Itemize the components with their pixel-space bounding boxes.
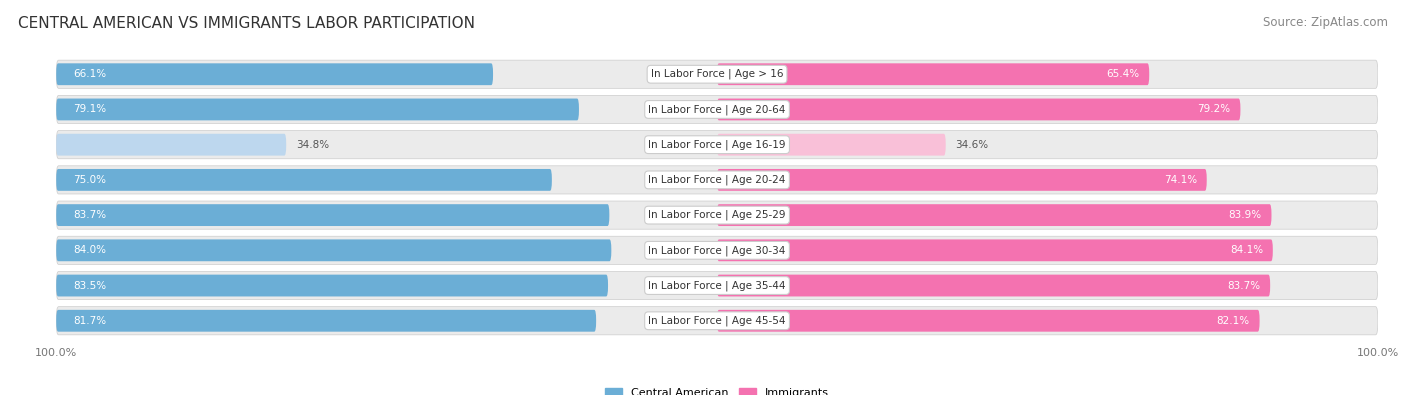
FancyBboxPatch shape [56,95,1378,124]
FancyBboxPatch shape [56,134,287,156]
Text: In Labor Force | Age 30-34: In Labor Force | Age 30-34 [648,245,786,256]
Text: 83.5%: 83.5% [73,280,105,291]
Text: In Labor Force | Age 20-24: In Labor Force | Age 20-24 [648,175,786,185]
Text: 66.1%: 66.1% [73,69,105,79]
Text: 34.6%: 34.6% [956,140,988,150]
FancyBboxPatch shape [717,169,1206,191]
Text: 79.2%: 79.2% [1198,104,1230,115]
Text: 81.7%: 81.7% [73,316,105,326]
Text: In Labor Force | Age 35-44: In Labor Force | Age 35-44 [648,280,786,291]
FancyBboxPatch shape [56,236,1378,264]
Text: 83.7%: 83.7% [73,210,105,220]
FancyBboxPatch shape [56,275,607,297]
FancyBboxPatch shape [56,98,579,120]
Text: In Labor Force | Age 16-19: In Labor Force | Age 16-19 [648,139,786,150]
FancyBboxPatch shape [56,166,1378,194]
Text: In Labor Force | Age 25-29: In Labor Force | Age 25-29 [648,210,786,220]
FancyBboxPatch shape [56,63,494,85]
FancyBboxPatch shape [56,204,609,226]
Text: In Labor Force | Age 20-64: In Labor Force | Age 20-64 [648,104,786,115]
FancyBboxPatch shape [56,310,596,332]
FancyBboxPatch shape [56,201,1378,229]
FancyBboxPatch shape [56,239,612,261]
FancyBboxPatch shape [56,131,1378,159]
Text: 84.1%: 84.1% [1230,245,1263,255]
Text: 84.0%: 84.0% [73,245,105,255]
Text: In Labor Force | Age > 16: In Labor Force | Age > 16 [651,69,783,79]
FancyBboxPatch shape [717,239,1272,261]
Text: 75.0%: 75.0% [73,175,105,185]
Text: 82.1%: 82.1% [1216,316,1250,326]
Text: 65.4%: 65.4% [1107,69,1139,79]
FancyBboxPatch shape [56,60,1378,88]
Legend: Central American, Immigrants: Central American, Immigrants [600,383,834,395]
Text: 83.7%: 83.7% [1227,280,1260,291]
Text: 74.1%: 74.1% [1164,175,1197,185]
FancyBboxPatch shape [717,98,1240,120]
Text: 34.8%: 34.8% [297,140,329,150]
FancyBboxPatch shape [717,275,1270,297]
FancyBboxPatch shape [717,63,1149,85]
FancyBboxPatch shape [717,134,946,156]
Text: 79.1%: 79.1% [73,104,105,115]
Text: In Labor Force | Age 45-54: In Labor Force | Age 45-54 [648,316,786,326]
FancyBboxPatch shape [56,271,1378,300]
FancyBboxPatch shape [717,310,1260,332]
Text: Source: ZipAtlas.com: Source: ZipAtlas.com [1263,16,1388,29]
Text: CENTRAL AMERICAN VS IMMIGRANTS LABOR PARTICIPATION: CENTRAL AMERICAN VS IMMIGRANTS LABOR PAR… [18,16,475,31]
FancyBboxPatch shape [56,169,551,191]
FancyBboxPatch shape [56,307,1378,335]
Text: 83.9%: 83.9% [1229,210,1261,220]
FancyBboxPatch shape [717,204,1271,226]
